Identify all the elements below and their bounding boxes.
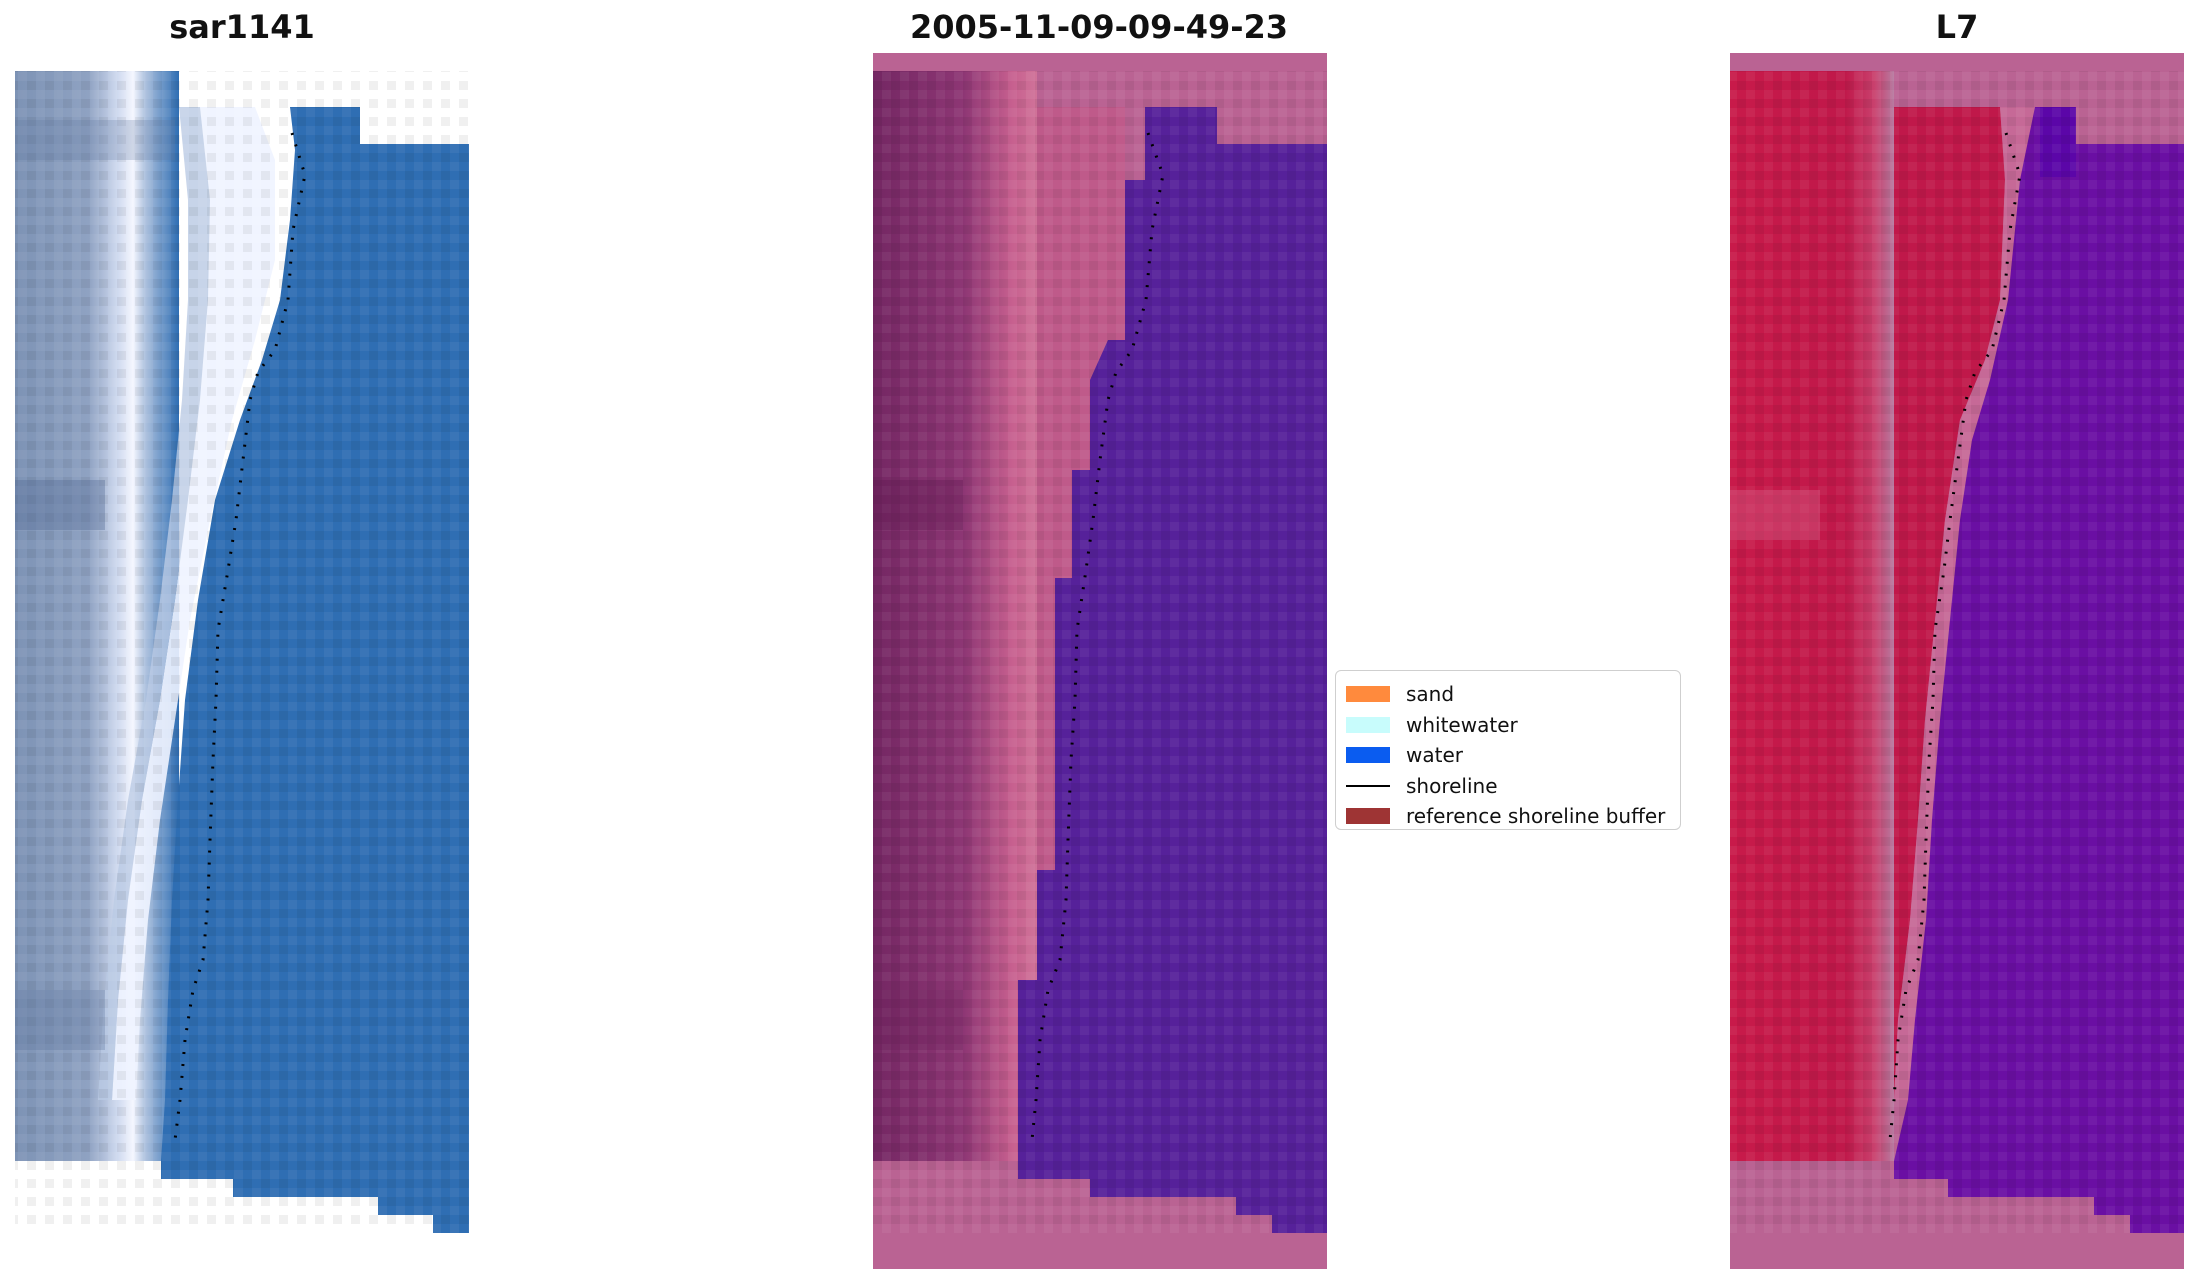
sand-swatch [1346, 686, 1390, 703]
legend-label: whitewater [1406, 712, 1518, 737]
nir-shoreline [1888, 132, 2022, 1141]
nir-image [1730, 53, 2184, 1269]
rgb-shoreline [173, 132, 307, 1141]
panel-title-rgb: sar1141 [169, 8, 315, 46]
legend-label: water [1406, 743, 1463, 768]
legend: sand whitewater water shoreline referenc… [1335, 670, 1681, 830]
legend-item-whitewater: whitewater [1346, 710, 1670, 741]
water-swatch [1346, 747, 1390, 764]
rgb-image [15, 71, 469, 1233]
whitewater-swatch [1346, 716, 1390, 733]
classified-shoreline [1030, 132, 1165, 1141]
legend-label: shoreline [1406, 773, 1498, 798]
shoreline-swatch [1346, 784, 1390, 787]
panel-title-date: 2005-11-09-09-49-23 [909, 8, 1289, 46]
classified-image [873, 53, 1327, 1269]
legend-label: reference shoreline buffer [1406, 804, 1666, 829]
reference-buffer-swatch [1346, 808, 1390, 825]
legend-item-water: water [1346, 740, 1670, 771]
legend-item-shoreline: shoreline [1346, 771, 1670, 802]
legend-label: sand [1406, 682, 1455, 707]
legend-item-reference-buffer: reference shoreline buffer [1346, 801, 1670, 832]
panel-title-satellite: L7 [1935, 8, 1979, 46]
legend-item-sand: sand [1346, 679, 1670, 710]
